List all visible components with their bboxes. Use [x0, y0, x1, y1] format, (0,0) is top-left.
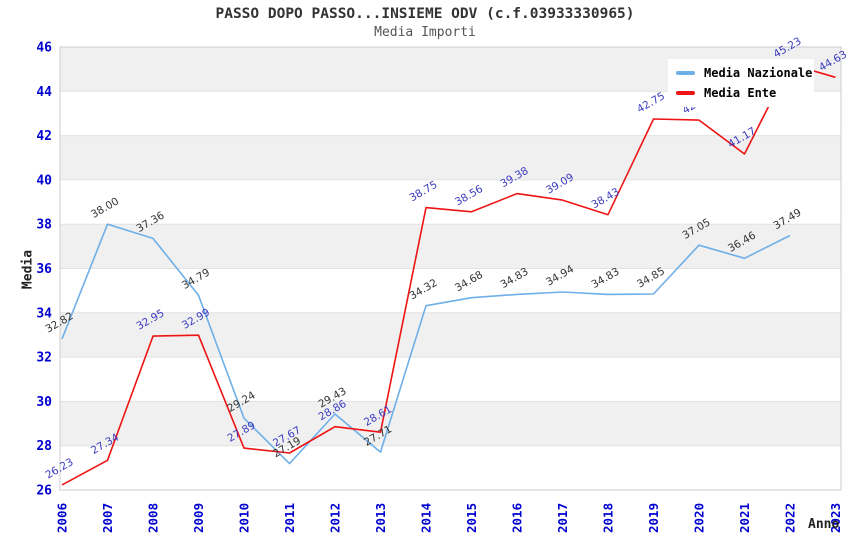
y-tick-label: 40	[36, 173, 52, 188]
x-tick-label: 2011	[282, 503, 297, 533]
x-tick-label: 2021	[737, 503, 752, 533]
x-tick-label: 2010	[237, 503, 252, 533]
y-grid-band	[60, 224, 841, 269]
x-tick-label: 2008	[146, 503, 161, 533]
media-ente-line	[61, 63, 836, 486]
x-axis-title: Anno	[808, 517, 840, 532]
x-tick-label: 2007	[100, 503, 115, 533]
x-tick-label: 2017	[555, 503, 570, 533]
x-tick-label: 2022	[783, 503, 798, 533]
y-grid-band	[60, 401, 841, 446]
y-tick-label: 32	[36, 351, 52, 366]
y-axis-title: Media	[20, 249, 36, 290]
y-tick-label: 38	[36, 218, 52, 233]
media-nazionale-line	[61, 223, 791, 465]
y-tick-label: 30	[36, 395, 52, 410]
x-tick-label: 2006	[55, 503, 70, 533]
x-tick-label: 2019	[646, 503, 661, 533]
y-tick-label: 44	[36, 85, 52, 100]
y-tick-label: 36	[36, 262, 52, 277]
legend-item-media-nazionale: Media Nazionale	[676, 64, 812, 82]
legend-label-media-ente: Media Ente	[704, 86, 777, 100]
x-tick-label: 2013	[373, 503, 388, 533]
x-tick-label: 2023	[828, 503, 843, 533]
x-tick-label: 2015	[464, 503, 479, 533]
x-tick-label: 2018	[601, 503, 616, 533]
y-tick-label: 26	[36, 484, 52, 499]
y-tick-label: 34	[36, 306, 52, 321]
plot-border	[59, 46, 842, 491]
legend-item-media-ente: Media Ente	[676, 84, 808, 102]
x-tick-label: 2020	[692, 503, 707, 533]
legend-label-media-nazionale: Media Nazionale	[704, 66, 813, 80]
legend: Media Nazionale Media Ente	[668, 59, 814, 107]
x-tick-label: 2012	[328, 503, 343, 533]
y-tick-label: 42	[36, 129, 52, 144]
chart-title: PASSO DOPO PASSO...INSIEME ODV (c.f.0393…	[215, 6, 635, 22]
x-tick-label: 2014	[419, 503, 434, 533]
x-tick-label: 2009	[191, 503, 206, 533]
y-grid-band	[60, 135, 841, 180]
chart-subtitle: Media Importi	[374, 25, 476, 40]
media-nazionale-line-swatch	[676, 71, 695, 75]
y-tick-label: 28	[36, 439, 52, 454]
media-ente-line-swatch	[676, 91, 695, 95]
y-tick-label: 46	[36, 41, 52, 56]
x-tick-label: 2016	[510, 503, 525, 533]
